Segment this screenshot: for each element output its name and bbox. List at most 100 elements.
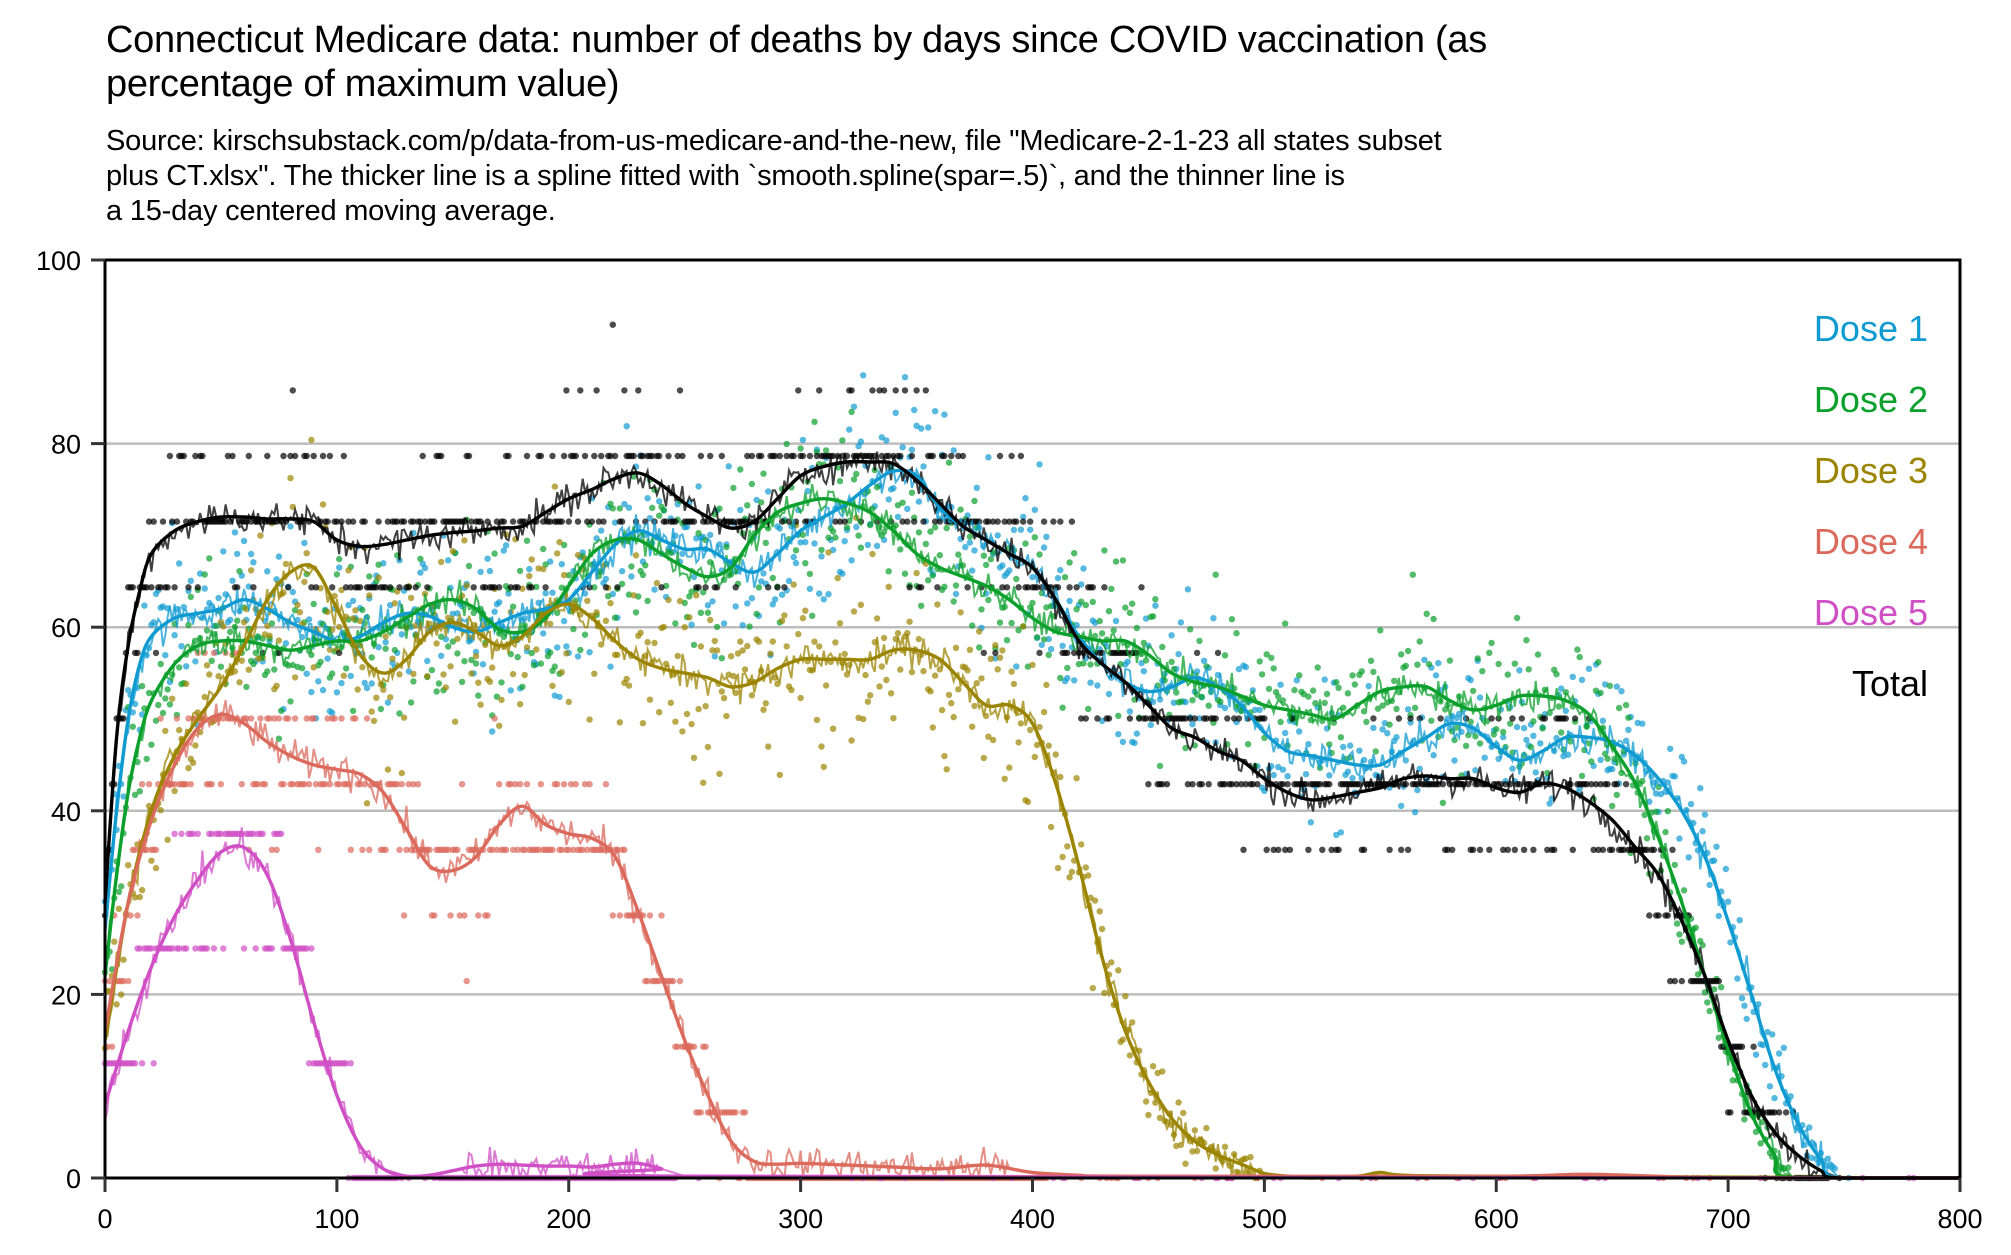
data-point-dose-2	[317, 658, 324, 666]
data-point-dose-3	[676, 597, 684, 605]
data-point-dose-3	[282, 560, 290, 568]
data-point-dose-3	[688, 720, 695, 728]
data-point-total	[340, 452, 347, 460]
data-point-dose-1	[1766, 1083, 1774, 1090]
data-point-dose-3	[966, 646, 974, 653]
data-point-dose-2	[1170, 665, 1178, 673]
data-point-dose-3	[739, 647, 746, 654]
data-point-dose-2	[1643, 835, 1651, 842]
data-point-dose-3	[644, 639, 651, 646]
data-point-dose-1	[1537, 740, 1544, 747]
data-point-dose-3	[340, 672, 347, 679]
data-point-dose-3	[433, 640, 440, 647]
data-point-dose-4	[461, 912, 468, 919]
data-point-dose-1	[769, 601, 776, 608]
data-point-dose-1	[1384, 730, 1391, 737]
data-point-total	[1402, 781, 1410, 788]
data-point-total	[1520, 846, 1528, 853]
data-point-dose-2	[730, 484, 737, 492]
data-point-dose-2	[1472, 733, 1479, 740]
data-point-total	[1562, 715, 1570, 722]
data-point-dose-3	[969, 723, 976, 730]
data-point-dose-2	[530, 662, 538, 669]
data-point-dose-3	[326, 646, 334, 653]
data-point-dose-1	[1270, 771, 1277, 779]
data-point-dose-2	[1486, 649, 1493, 656]
data-point-dose-2	[996, 619, 1004, 626]
data-point-dose-1	[361, 679, 368, 687]
data-point-dose-4	[558, 846, 565, 853]
data-point-dose-4	[463, 977, 470, 985]
data-point-dose-3	[551, 483, 558, 490]
data-point-dose-2	[136, 788, 143, 795]
data-point-dose-1	[1578, 676, 1586, 684]
data-point-dose-1	[1699, 828, 1706, 835]
data-point-dose-2	[201, 571, 208, 578]
data-point-dose-1	[1671, 773, 1679, 780]
data-point-dose-2	[855, 532, 862, 539]
data-point-dose-1	[1073, 621, 1080, 629]
data-point-dose-2	[234, 617, 241, 624]
data-point-dose-1	[150, 619, 157, 626]
data-point-dose-2	[1312, 700, 1319, 707]
data-point-dose-1	[1302, 771, 1310, 778]
data-point-total	[338, 518, 345, 525]
data-point-dose-2	[1349, 672, 1356, 679]
data-point-dose-2	[1078, 598, 1085, 605]
data-point-total	[1249, 781, 1257, 788]
data-point-total	[1212, 715, 1219, 722]
data-point-dose-2	[1351, 681, 1359, 688]
data-point-dose-2	[227, 628, 234, 636]
data-point-total	[1193, 649, 1201, 657]
data-point-dose-2	[445, 643, 452, 650]
data-point-dose-1	[839, 570, 846, 577]
data-point-dose-1	[1182, 698, 1189, 706]
data-point-dose-2	[528, 649, 535, 657]
data-point-dose-2	[1404, 647, 1412, 655]
data-point-dose-4	[382, 846, 389, 853]
data-point-dose-2	[1029, 599, 1036, 607]
data-point-dose-2	[1022, 540, 1029, 547]
data-point-dose-1	[1296, 728, 1303, 735]
data-point-dose-3	[384, 766, 392, 773]
data-point-dose-1	[125, 687, 132, 694]
data-point-dose-4	[579, 846, 586, 853]
data-point-total	[1727, 1109, 1734, 1116]
data-point-dose-1	[305, 616, 313, 623]
data-point-dose-1	[491, 608, 498, 615]
data-point-total	[989, 518, 997, 525]
data-point-dose-1	[1177, 619, 1185, 626]
data-point-dose-3	[690, 754, 698, 761]
data-point-dose-1	[574, 653, 582, 660]
data-point-dose-1	[732, 603, 739, 610]
data-point-dose-4	[289, 781, 296, 788]
data-point-dose-1	[556, 693, 563, 701]
data-point-dose-4	[602, 781, 610, 788]
data-point-dose-2	[176, 664, 183, 671]
data-point-dose-4	[359, 846, 366, 853]
data-point-dose-3	[686, 614, 693, 621]
data-point-dose-2	[1676, 931, 1683, 938]
data-point-dose-1	[417, 569, 424, 576]
data-point-dose-1	[1370, 724, 1377, 732]
data-point-dose-3	[616, 719, 623, 726]
data-point-total	[1191, 715, 1199, 722]
chart-title: Connecticut Medicare data: number of dea…	[106, 18, 1926, 106]
data-point-total	[310, 452, 317, 460]
data-point-dose-1	[644, 495, 651, 502]
data-point-dose-4	[732, 1109, 739, 1116]
data-point-dose-3	[482, 641, 489, 649]
data-point-dose-1	[1365, 682, 1372, 690]
data-point-dose-2	[1265, 685, 1273, 693]
data-point-total	[148, 584, 155, 591]
data-point-total	[1057, 518, 1064, 525]
data-point-total	[275, 649, 283, 657]
data-point-total	[922, 387, 929, 394]
data-point-dose-3	[526, 572, 533, 580]
data-point-dose-1	[229, 577, 236, 584]
data-point-total	[491, 584, 498, 591]
data-point-dose-3	[111, 938, 118, 945]
data-point-total	[1395, 715, 1403, 722]
data-point-dose-2	[667, 549, 674, 557]
data-point-dose-1	[138, 711, 146, 718]
